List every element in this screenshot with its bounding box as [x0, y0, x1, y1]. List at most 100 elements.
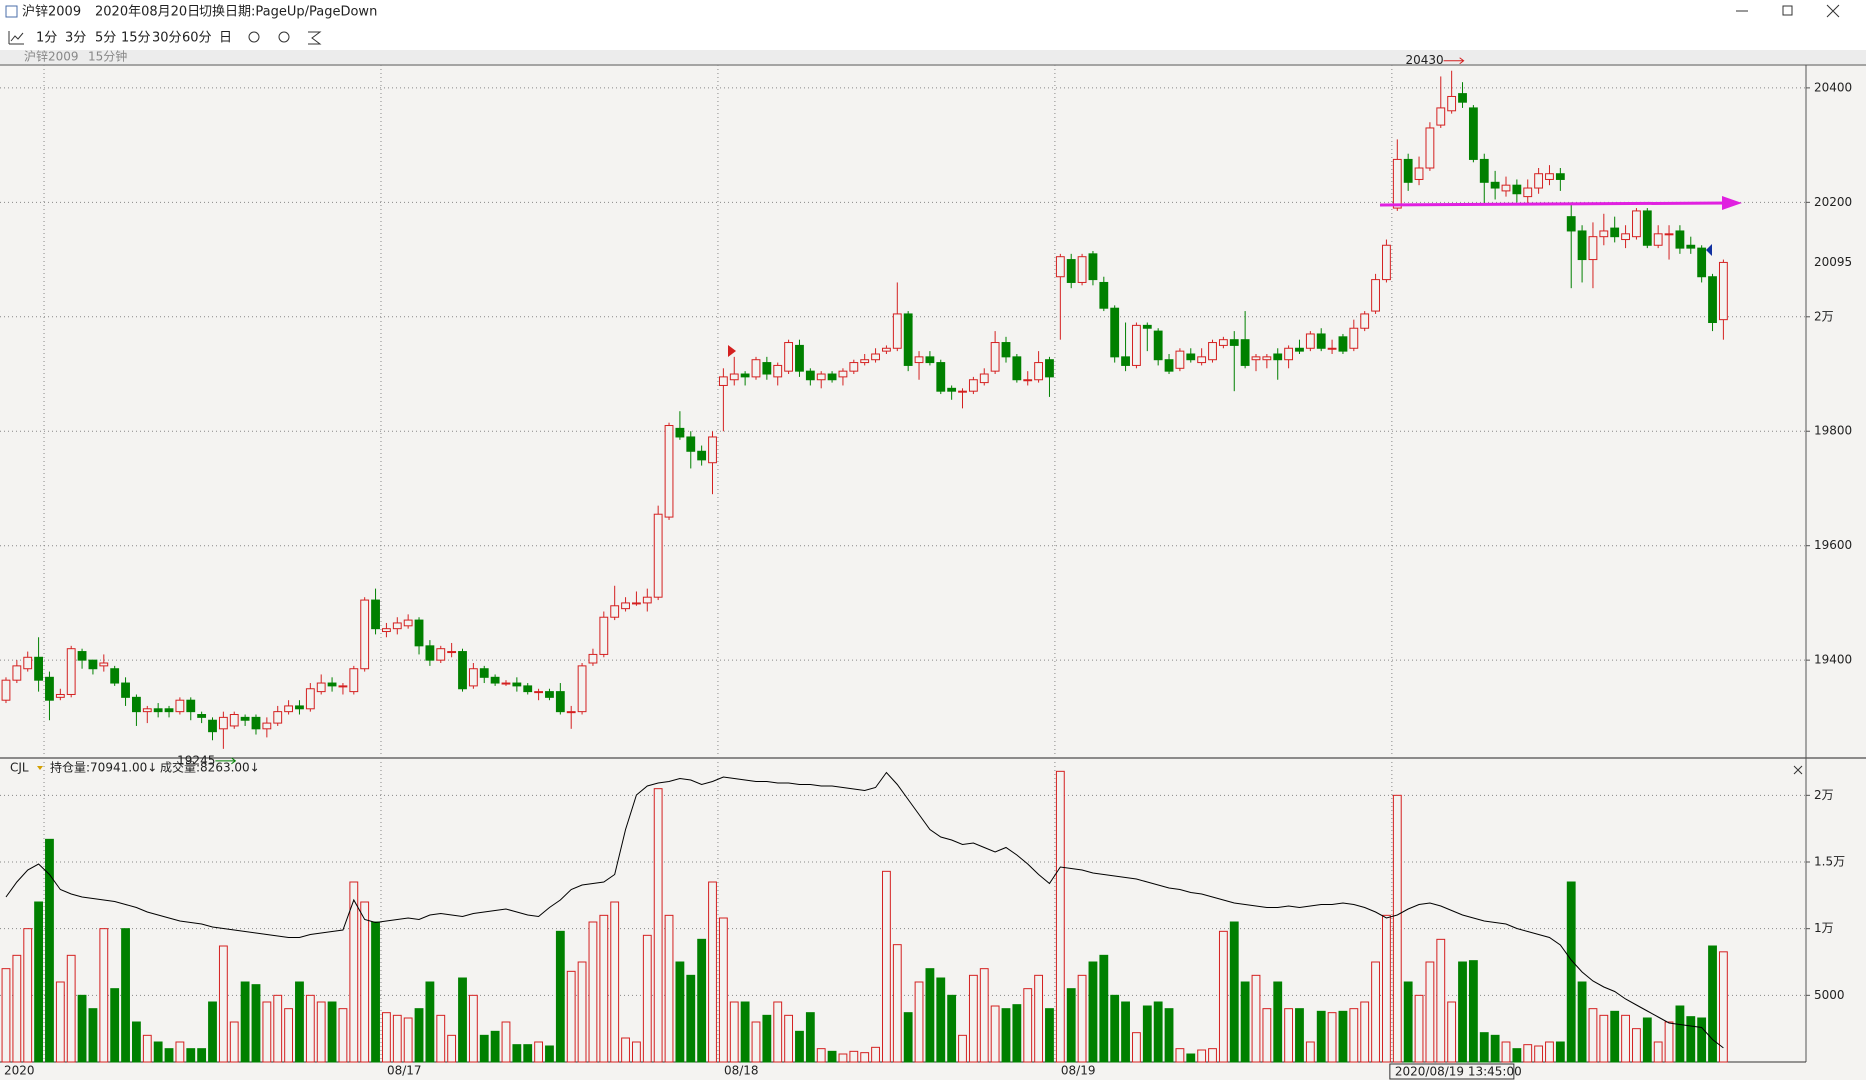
volume-bar	[1121, 1001, 1130, 1063]
volume-bar	[1023, 988, 1033, 1063]
candle-body	[1, 679, 11, 701]
volume-bar	[936, 977, 946, 1063]
candle-body	[229, 714, 239, 727]
volume-bar	[1425, 961, 1435, 1063]
volume-bar	[914, 981, 924, 1063]
candle-body	[632, 602, 641, 605]
period-button[interactable]: 15分	[121, 31, 151, 46]
volume-bar	[805, 1012, 815, 1063]
candle-body	[1708, 276, 1717, 324]
candle-body	[458, 651, 467, 690]
period-button[interactable]: 5分	[95, 31, 116, 46]
volume-bar	[414, 1008, 424, 1063]
volume-bar	[66, 954, 76, 1063]
volume-bar	[371, 921, 380, 1063]
volume-bar	[686, 974, 696, 1063]
volume-bar	[610, 901, 620, 1063]
volume-bar	[621, 1037, 630, 1063]
chart-icon[interactable]	[8, 31, 24, 45]
candle-body	[305, 688, 315, 710]
candle-body	[1425, 127, 1435, 169]
volume-bar	[175, 1041, 185, 1063]
low-marker: 19245	[177, 753, 215, 767]
window-title: 沪锌2009	[22, 4, 81, 20]
candle-body	[1327, 347, 1337, 350]
candle-body	[979, 373, 989, 384]
volume-bar	[305, 994, 315, 1063]
candle-body	[251, 716, 261, 730]
close-button[interactable]	[1826, 4, 1840, 18]
candle-body	[1436, 107, 1446, 126]
volume-bar	[121, 928, 130, 1063]
volume-bar	[240, 981, 250, 1063]
candle-body	[523, 685, 533, 693]
volume-bar	[479, 1034, 489, 1063]
volume-bar	[164, 1048, 174, 1063]
volume-bar	[1708, 945, 1717, 1063]
volume-bar	[1295, 1008, 1304, 1063]
volume-bar	[142, 1034, 152, 1063]
trend-line	[1379, 201, 1729, 207]
last-price-label: 20095	[1814, 255, 1852, 269]
volume-bar	[447, 1034, 457, 1063]
candle-body	[436, 648, 446, 661]
period-button[interactable]: 3分	[65, 31, 86, 46]
candle-body	[805, 370, 815, 381]
panel-close[interactable]	[1793, 765, 1803, 775]
volume-bar	[968, 974, 978, 1063]
volume-bar	[1197, 1049, 1207, 1063]
volume-bar	[740, 1001, 750, 1063]
volume-bar	[1468, 960, 1478, 1063]
candle-body	[295, 705, 304, 710]
candle-body	[88, 659, 98, 670]
candle-body	[1012, 356, 1022, 381]
candle-body	[1034, 362, 1044, 381]
zoom-out[interactable]	[278, 31, 290, 43]
candle-body	[1186, 353, 1196, 361]
volume-bar	[718, 917, 728, 1063]
candle-body	[1316, 333, 1326, 349]
candle-body	[501, 682, 511, 685]
candle-body	[1718, 261, 1728, 321]
volume-bar	[1490, 1034, 1500, 1063]
candle-body	[1023, 379, 1033, 382]
period-button[interactable]: 30分	[152, 31, 182, 46]
volume-bar	[1642, 1017, 1652, 1063]
candle-body	[1066, 259, 1076, 283]
candle-body	[34, 656, 44, 681]
volume-bar	[892, 944, 902, 1063]
volume-bar	[979, 968, 989, 1063]
candle-body	[1251, 356, 1261, 361]
candle-body	[371, 599, 380, 630]
candle-body	[1121, 356, 1130, 366]
volume-bar	[1632, 1028, 1641, 1063]
volume-bar	[860, 1052, 870, 1063]
reset-icon[interactable]	[308, 31, 322, 45]
volume-bar	[773, 1001, 783, 1063]
candle-body	[1099, 281, 1109, 309]
volume-bar	[382, 1012, 391, 1063]
volume-bar	[664, 914, 674, 1063]
candle-body	[642, 596, 652, 604]
candle-body	[621, 602, 630, 610]
period-button[interactable]: 60分	[182, 31, 212, 46]
volume-bar	[566, 970, 576, 1063]
volume-bar	[1208, 1048, 1217, 1063]
zoom-in[interactable]	[248, 31, 260, 43]
candle-body	[425, 645, 435, 661]
y-tick-label: 2万	[1814, 309, 1834, 323]
volume-bar	[1479, 1032, 1489, 1063]
candle-body	[718, 376, 728, 386]
candle-body	[45, 676, 54, 701]
volume-bar	[1686, 1016, 1696, 1063]
period-button[interactable]: 1分	[36, 31, 57, 46]
volume-bar	[1240, 981, 1250, 1063]
candle-body	[1642, 210, 1652, 246]
volume-bar	[632, 1041, 641, 1063]
candle-body	[849, 362, 859, 372]
candle-body	[23, 656, 33, 670]
candle-body	[164, 708, 174, 713]
volume-bar	[1534, 1045, 1544, 1063]
restore-button[interactable]	[1782, 5, 1793, 16]
period-button[interactable]: 日	[219, 31, 232, 46]
